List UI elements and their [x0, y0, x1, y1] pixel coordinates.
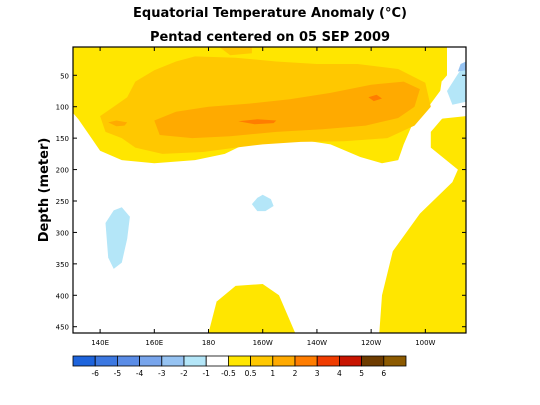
anomaly-region-1	[379, 106, 466, 333]
chart-title: Equatorial Temperature Anomaly (°C)	[133, 6, 407, 21]
colorbar-swatch	[294, 355, 318, 367]
x-tick-label: 140E	[91, 339, 109, 347]
x-tick-label: 180	[202, 339, 215, 347]
anomaly-region-13	[368, 94, 382, 102]
colorbar-label: -4	[136, 369, 144, 378]
colorbar-swatch	[227, 355, 251, 367]
anomaly-region-9	[219, 47, 252, 56]
colorbar-swatch	[117, 355, 141, 367]
anomaly-region-11	[108, 120, 128, 127]
colorbar-label: -2	[180, 369, 188, 378]
colorbar-label: 0.5	[245, 369, 257, 378]
y-tick-label: 50	[60, 72, 69, 80]
colorbar-label: 6	[381, 369, 386, 378]
colorbar-swatch	[161, 355, 185, 367]
colorbar-label: 2	[293, 369, 298, 378]
colorbar-swatch	[361, 355, 385, 367]
y-axis-label: Depth (meter)	[37, 138, 52, 243]
x-tick-label: 140W	[307, 339, 327, 347]
x-tick-label: 100W	[415, 339, 435, 347]
colorbar-swatch	[183, 355, 207, 367]
colorbar-label: -0.5	[221, 369, 236, 378]
colorbar-swatch	[139, 355, 163, 367]
colorbar-swatch	[205, 355, 229, 367]
y-tick-label: 350	[56, 261, 69, 269]
anomaly-region-7	[457, 61, 466, 72]
colorbar-swatch	[272, 355, 296, 367]
y-tick-label: 250	[56, 198, 69, 206]
colorbar-label: -6	[91, 369, 99, 378]
anomaly-region-2	[208, 284, 296, 333]
colorbar-label: 4	[337, 369, 342, 378]
colorbar-label: 3	[315, 369, 320, 378]
y-tick-label: 300	[56, 229, 69, 237]
x-tick-label: 120W	[361, 339, 381, 347]
colorbar-swatch	[383, 355, 407, 367]
anomaly-region-12	[238, 119, 277, 125]
colorbar-label: 5	[359, 369, 364, 378]
colorbar-label: -1	[202, 369, 210, 378]
y-tick-label: 100	[56, 104, 69, 112]
colorbar-label: 1	[270, 369, 275, 378]
anomaly-region-6	[447, 62, 466, 105]
y-tick-label: 450	[56, 324, 69, 332]
y-tick-label: 150	[56, 135, 69, 143]
anomaly-region-5	[105, 207, 130, 269]
colorbar-label: -5	[114, 369, 122, 378]
y-tick-label: 400	[56, 292, 69, 300]
anomaly-region-4	[251, 194, 274, 212]
colorbar-swatch	[94, 355, 118, 367]
x-tick-label: 160W	[253, 339, 273, 347]
colorbar-swatch	[316, 355, 340, 367]
colorbar-swatch	[338, 355, 362, 367]
colorbar-swatch	[72, 355, 96, 367]
anomaly-region-10	[154, 81, 420, 139]
colorbar-label: -3	[158, 369, 166, 378]
chart-subtitle: Pentad centered on 05 SEP 2009	[149, 30, 391, 45]
plot-frame	[72, 46, 467, 334]
x-tick-label: 160E	[145, 339, 163, 347]
y-tick-label: 200	[56, 167, 69, 175]
colorbar-swatch	[250, 355, 274, 367]
